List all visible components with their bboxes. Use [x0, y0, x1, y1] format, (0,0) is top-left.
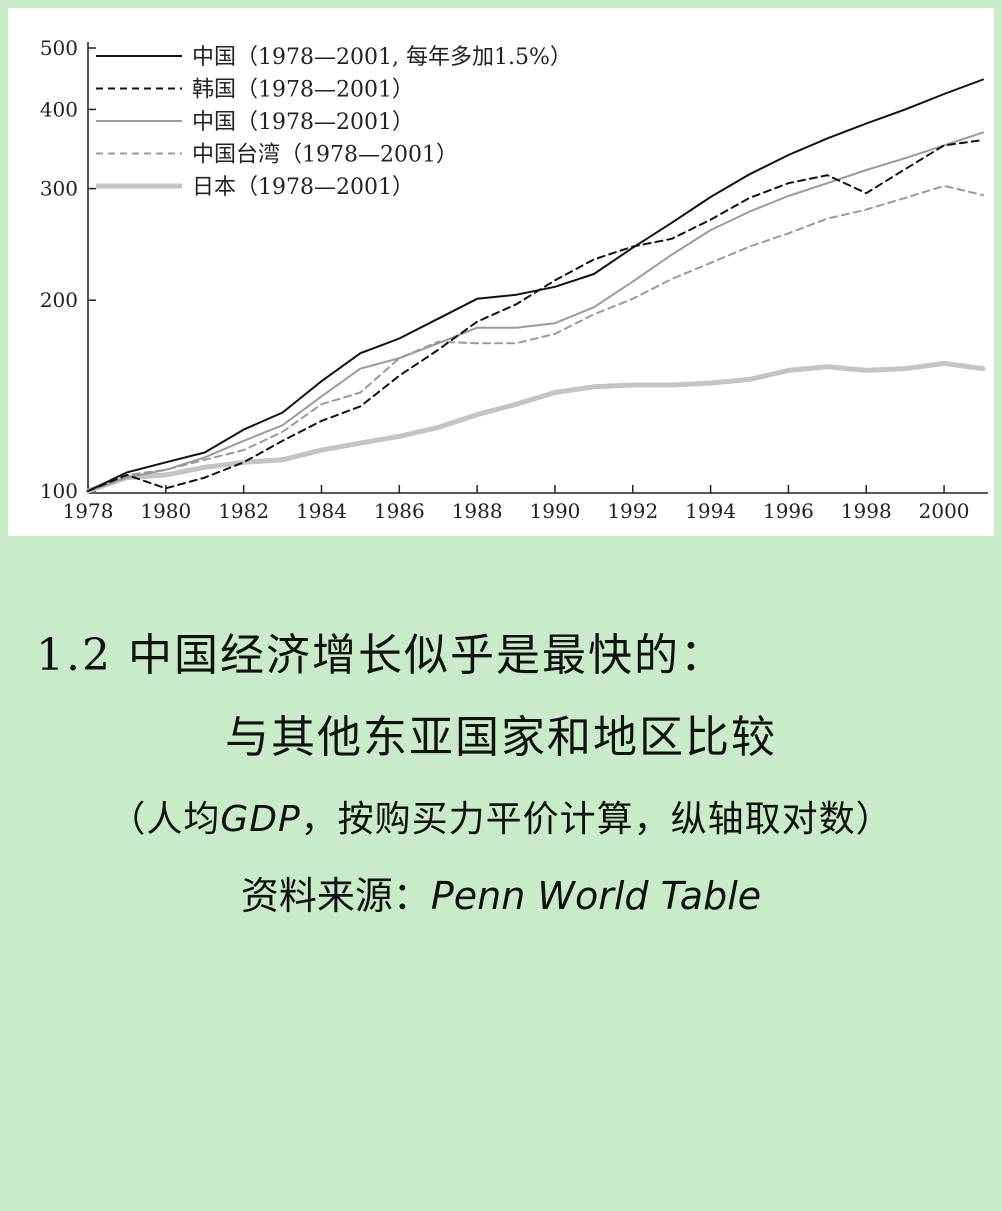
x-tick-label: 1980	[140, 499, 191, 523]
y-tick-label: 200	[40, 288, 78, 312]
x-tick-label: 1990	[530, 499, 581, 523]
x-tick-label: 1978	[63, 499, 114, 523]
x-tick-label: 1998	[841, 499, 892, 523]
figure-title-line-1: 1.2 中国经济增长似乎是最快的：	[36, 630, 726, 681]
legend-label-5: 日本（1978—2001）	[192, 175, 414, 200]
x-tick-label: 1992	[607, 499, 658, 523]
figure-note-gdp: GDP	[220, 799, 301, 840]
series-line-1	[87, 78, 984, 492]
figure-note-open: （人均	[109, 799, 221, 840]
y-tick-label: 100	[40, 479, 78, 503]
y-tick-label: 400	[40, 97, 78, 121]
x-tick-label: 2000	[919, 499, 970, 523]
x-tick-label: 1986	[374, 499, 425, 523]
chart-panel: 100 200 300 400 500 1978 1980 1982 1984 1986 1988 1…	[8, 8, 994, 536]
figure-source: 资料来源：Penn World Table	[0, 868, 1002, 924]
x-tick-label: 1996	[763, 499, 814, 523]
legend-label-1: 中国（1978—2001, 每年多加1.5%）	[192, 45, 572, 70]
source-value: Penn World Table	[430, 874, 762, 918]
x-tick-label: 1988	[452, 499, 503, 523]
x-tick-label: 1994	[685, 499, 736, 523]
source-label: 资料来源：	[240, 874, 431, 918]
legend-label-2: 韩国（1978—2001）	[192, 78, 414, 103]
series-line-5	[85, 360, 986, 494]
series-line-3	[87, 131, 984, 492]
figure-note: （人均GDP，按购买力平价计算，纵轴取对数）	[0, 792, 1002, 848]
legend-label-3: 中国（1978—2001）	[192, 110, 414, 135]
line-chart: 100 200 300 400 500 1978 1980 1982 1984 1986 1988 1…	[40, 36, 988, 523]
series-line-4	[87, 184, 984, 492]
series-line-2	[87, 139, 984, 492]
legend-label-4: 中国台湾（1978—2001）	[192, 143, 458, 168]
figure-note-rest: ，按购买力平价计算，纵轴取对数）	[300, 799, 893, 840]
x-tick-label: 1984	[296, 499, 347, 523]
x-tick-label: 1982	[218, 499, 269, 523]
caption: 1.2 中国经济增长似乎是最快的： 与其他东亚国家和地区比较 （人均GDP，按购…	[0, 626, 1002, 924]
y-tick-label: 300	[40, 177, 78, 201]
figure-title-line-2: 与其他东亚国家和地区比较	[225, 712, 777, 763]
y-tick-label: 500	[40, 36, 78, 60]
